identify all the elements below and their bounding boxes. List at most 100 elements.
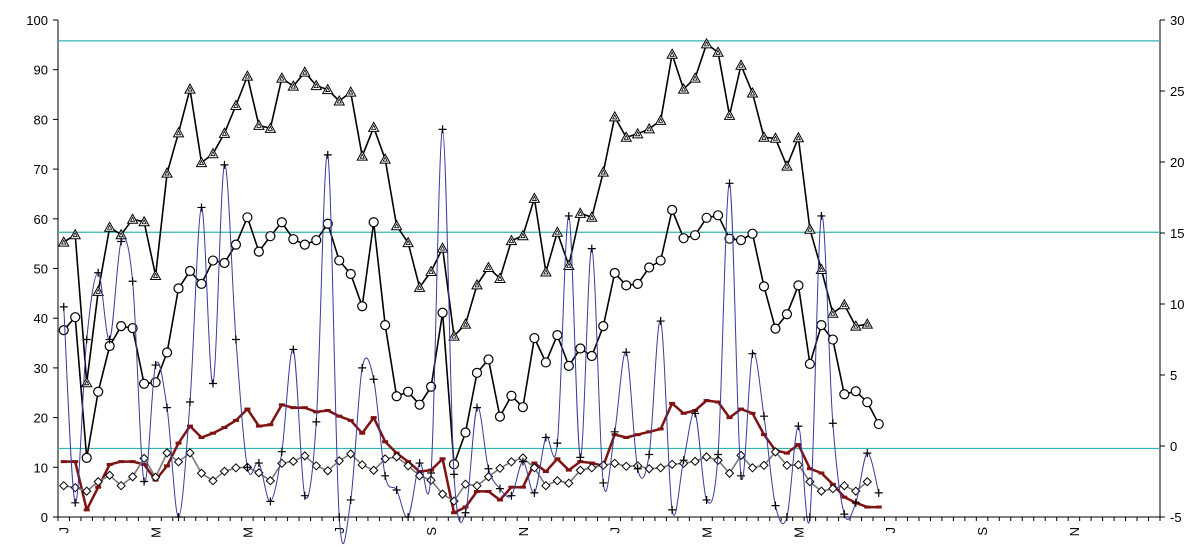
triangle-marker bbox=[275, 72, 288, 83]
plus-marker bbox=[335, 513, 344, 521]
plus-marker bbox=[748, 349, 757, 358]
x-tick-label: J bbox=[883, 527, 898, 534]
plus-marker bbox=[186, 397, 195, 406]
circle-marker bbox=[598, 321, 609, 332]
diamond-marker bbox=[587, 463, 597, 473]
triangle-marker bbox=[746, 87, 759, 98]
circle-marker bbox=[735, 235, 747, 246]
circle-marker bbox=[517, 402, 529, 413]
plus-marker bbox=[656, 317, 665, 326]
circle-marker bbox=[150, 377, 161, 388]
plus-marker bbox=[358, 363, 367, 372]
triangle-marker bbox=[804, 223, 816, 234]
x-tick-label: N bbox=[516, 527, 531, 536]
plus-marker bbox=[851, 498, 860, 507]
diamond-marker bbox=[862, 477, 872, 487]
reference-lines bbox=[58, 40, 1160, 450]
diamond-marker bbox=[81, 486, 92, 496]
diamond-marker bbox=[265, 476, 276, 486]
plus-marker bbox=[71, 498, 80, 507]
diamond-marker bbox=[839, 480, 850, 491]
triangle-marker bbox=[218, 127, 231, 138]
diamond-marker bbox=[690, 456, 700, 467]
circle-marker bbox=[563, 360, 574, 372]
triangle-marker-inner bbox=[738, 62, 744, 68]
circle-marker bbox=[701, 212, 712, 223]
series-group bbox=[57, 37, 884, 545]
diamond-marker bbox=[552, 476, 563, 486]
plus-marker bbox=[369, 375, 378, 384]
triangle-marker-inner bbox=[72, 231, 78, 238]
circle-marker bbox=[494, 411, 506, 422]
circle-marker bbox=[850, 386, 861, 397]
triangle-marker-inner bbox=[221, 130, 228, 136]
circle-marker bbox=[644, 262, 655, 273]
x-tick-label: M bbox=[240, 527, 255, 538]
diamond-marker bbox=[816, 486, 827, 496]
plus-marker bbox=[702, 495, 711, 504]
triangle-marker-inner bbox=[520, 232, 526, 239]
series-2 bbox=[58, 204, 884, 470]
triangle-marker-inner bbox=[807, 226, 813, 232]
triangle-marker-inner bbox=[600, 169, 606, 175]
triangle-marker bbox=[138, 215, 150, 227]
diamond-marker bbox=[793, 460, 804, 470]
diamond-marker bbox=[736, 450, 746, 461]
plus-marker bbox=[874, 488, 883, 497]
y-left-tick-label: 60 bbox=[34, 212, 48, 227]
diamond-marker bbox=[667, 459, 677, 470]
x-tick-label: J bbox=[57, 527, 72, 534]
series-5 bbox=[59, 125, 883, 545]
diamond-marker bbox=[219, 466, 230, 476]
triangle-marker bbox=[482, 261, 495, 273]
circle-marker bbox=[368, 217, 379, 228]
diamond-marker bbox=[701, 452, 712, 462]
plus-marker bbox=[518, 457, 527, 466]
triangle-marker-inner bbox=[508, 237, 515, 244]
circle-marker bbox=[804, 358, 815, 370]
triangle-marker bbox=[792, 131, 805, 143]
circle-marker bbox=[770, 323, 781, 334]
triangle-marker bbox=[494, 272, 506, 283]
diamond-marker bbox=[346, 449, 356, 459]
plus-marker bbox=[381, 471, 390, 480]
triangle-marker-inner bbox=[658, 117, 664, 123]
triangle-marker-inner bbox=[669, 51, 675, 57]
circle-marker bbox=[403, 386, 414, 397]
triangle-marker bbox=[321, 83, 334, 95]
circle-marker bbox=[460, 427, 471, 438]
circle-marker bbox=[540, 357, 551, 368]
plus-marker bbox=[461, 508, 470, 517]
circle-marker bbox=[689, 230, 701, 241]
plus-marker bbox=[266, 497, 275, 506]
triangle-marker-inner bbox=[646, 125, 652, 132]
triangle-marker-inner bbox=[152, 272, 159, 278]
triangle-marker bbox=[448, 330, 460, 341]
triangle-marker-inner bbox=[726, 112, 733, 118]
circle-marker bbox=[242, 212, 253, 223]
triangle-marker bbox=[620, 131, 633, 142]
triangle-marker bbox=[689, 72, 701, 83]
diamond-marker bbox=[575, 465, 586, 475]
plus-marker bbox=[599, 478, 608, 487]
plus-marker bbox=[507, 491, 516, 500]
triangle-marker bbox=[69, 228, 82, 240]
axes: 0 10 20 30 40 50 60 70 80 90 100 -5 0 5 10 15 20 25 30 J M M J… bbox=[26, 13, 1184, 538]
circle-marker bbox=[265, 231, 276, 242]
circle-marker bbox=[609, 267, 620, 279]
circle-marker bbox=[862, 397, 873, 408]
diamond-marker bbox=[150, 472, 161, 482]
circle-marker bbox=[816, 320, 827, 331]
x-tick-label: J bbox=[332, 527, 347, 534]
triangle-marker-inner bbox=[405, 239, 411, 246]
plus-marker bbox=[794, 422, 803, 431]
diamond-marker bbox=[368, 465, 379, 475]
circle-marker bbox=[380, 320, 391, 331]
y-right-tick-label: 25 bbox=[1170, 84, 1184, 99]
triangle-marker bbox=[92, 285, 105, 296]
circle-marker bbox=[391, 391, 402, 402]
plus-marker bbox=[346, 495, 355, 504]
triangle-marker bbox=[207, 147, 219, 159]
x-tick-label: M bbox=[149, 527, 164, 538]
